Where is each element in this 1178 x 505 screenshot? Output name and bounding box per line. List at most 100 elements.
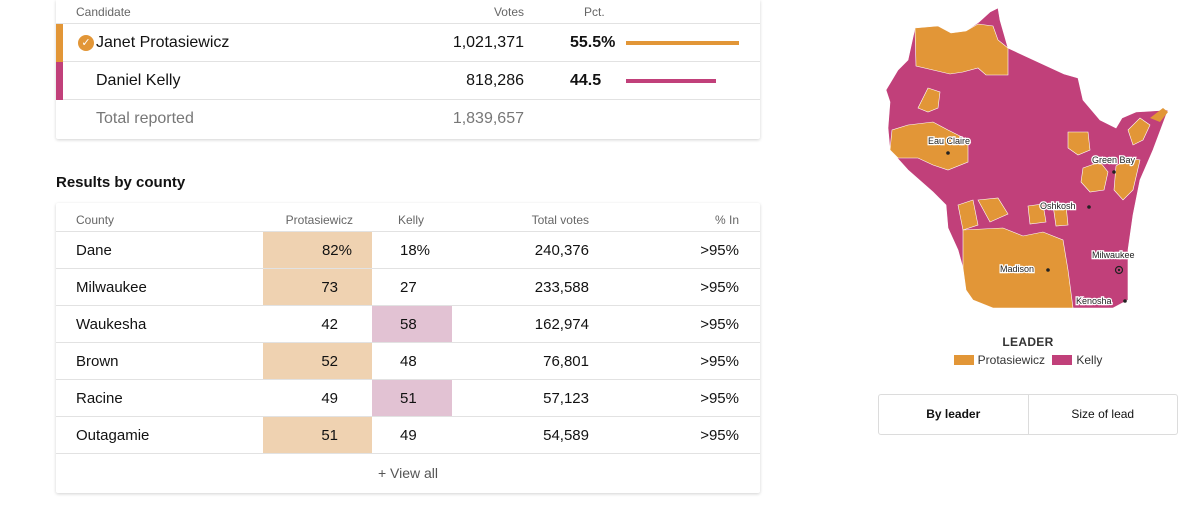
county-region: [957, 199, 979, 231]
map-view-toggle: By leader Size of lead: [878, 394, 1178, 435]
city-green-bay: Green Bay: [1091, 154, 1137, 174]
city-dot: [1114, 265, 1124, 275]
candidate-color-stripe: [56, 24, 63, 62]
checkmark-circle-icon: ✓: [78, 35, 94, 51]
city-madison: Madison: [999, 263, 1050, 275]
city-dot: [1117, 268, 1121, 272]
map-legend: Protasiewicz Kelly: [878, 353, 1178, 367]
kelly-cell-bg: [372, 306, 452, 342]
total-label: Total reported: [96, 110, 194, 127]
county-total-votes: 76,801: [543, 353, 589, 370]
county-name: Brown: [76, 353, 119, 370]
county-total-votes: 54,589: [543, 427, 589, 444]
county-pct-in: >95%: [700, 316, 739, 333]
city-dot: [1087, 205, 1091, 209]
candidate-share-bar: [626, 41, 739, 45]
table-row: Racine 49 51 57,123 >95%: [56, 380, 760, 417]
legend-swatch: [1052, 355, 1073, 365]
county-name: Racine: [76, 390, 123, 407]
county-name: Dane: [76, 242, 112, 259]
city-eau-claire: Eau Claire: [927, 135, 971, 155]
county-region: [977, 197, 1009, 223]
by-leader-button[interactable]: By leader: [926, 407, 981, 421]
county-region: [1113, 157, 1141, 201]
kelly-pct: 18%: [400, 242, 431, 259]
protasiewicz-cell-bg: [263, 269, 372, 305]
city-dot: [1112, 170, 1116, 174]
protasiewicz-pct: 82%: [321, 242, 352, 259]
county-region: [1067, 131, 1091, 156]
legend-swatch: [953, 355, 974, 365]
county-pct-in: >95%: [700, 242, 739, 259]
candidate-results-table: Candidate Votes Pct. ✓ Janet Protasiewic…: [56, 0, 760, 139]
candidate-votes: 1,021,371: [452, 34, 524, 51]
total-votes-column-header: Total votes: [531, 213, 589, 227]
city-markers: Eau Claire Green Bay Oshkosh Madison Mil…: [927, 135, 1137, 308]
county-total-votes: 57,123: [543, 390, 589, 407]
total-reported-row: Total reported 1,839,657: [56, 100, 760, 138]
protasiewicz-counties: [889, 23, 1151, 309]
city-label: Eau Claire: [928, 136, 970, 146]
kelly-cell-bg: [372, 380, 452, 416]
total-votes: 1,839,657: [452, 110, 524, 127]
city-label: Green Bay: [1092, 155, 1136, 165]
city-kenosha: Kenosha: [1075, 295, 1127, 307]
city-dot: [946, 151, 950, 155]
county-region: [1080, 161, 1109, 193]
county-total-votes: 162,974: [534, 316, 589, 333]
county-column-header: County: [76, 213, 115, 227]
candidate-row-kelly: Daniel Kelly 818,286 44.5: [56, 62, 760, 100]
city-label: Milwaukee: [1092, 250, 1135, 260]
protasiewicz-pct: 73: [321, 279, 338, 296]
city-oshkosh: Oshkosh: [1039, 200, 1091, 212]
city-label: Oshkosh: [1040, 201, 1076, 211]
view-all-button[interactable]: + View all: [377, 465, 439, 481]
protasiewicz-pct: 51: [321, 427, 338, 444]
candidate-color-stripe: [56, 62, 63, 100]
state-shape: [885, 7, 1169, 309]
votes-column-header: Votes: [493, 5, 524, 19]
legend-item-protasiewicz: Protasiewicz: [953, 353, 1045, 367]
wisconsin-county-map: Eau Claire Green Bay Oshkosh Madison Mil…: [885, 7, 1169, 309]
kelly-pct: 48: [400, 353, 417, 370]
county-region: [962, 227, 1074, 309]
county-total-votes: 233,588: [534, 279, 589, 296]
table-row: Milwaukee 73 27 233,588 >95%: [56, 269, 760, 306]
county-pct-in: >95%: [700, 353, 739, 370]
protasiewicz-cell-bg: [263, 417, 372, 453]
candidate-votes: 818,286: [466, 72, 524, 89]
county-pct-in: >95%: [700, 390, 739, 407]
candidate-name: Daniel Kelly: [96, 72, 181, 89]
county-region: [889, 121, 969, 171]
kelly-pct: 27: [400, 279, 417, 296]
section-title: Results by county: [56, 174, 186, 191]
kelly-pct: 58: [400, 316, 417, 333]
protasiewicz-cell-bg: [263, 306, 372, 342]
county-name: Milwaukee: [76, 279, 147, 296]
kelly-pct: 51: [400, 390, 417, 407]
protasiewicz-pct: 49: [321, 390, 338, 407]
protasiewicz-column-header: Protasiewicz: [285, 213, 353, 227]
legend-label: Protasiewicz: [977, 353, 1045, 367]
county-results-table: County Protasiewicz Kelly Total votes % …: [56, 203, 760, 493]
county-region: [914, 23, 1009, 76]
protasiewicz-pct: 52: [321, 353, 338, 370]
protasiewicz-cell-bg: [263, 343, 372, 379]
pct-in-column-header: % In: [714, 213, 739, 227]
legend-label: Kelly: [1076, 353, 1103, 367]
county-name: Outagamie: [76, 427, 150, 444]
legend-title: LEADER: [1002, 335, 1054, 349]
pct-column-header: Pct.: [584, 5, 605, 19]
protasiewicz-cell-bg: [263, 380, 372, 416]
county-region: [1127, 117, 1151, 146]
peninsula: [1150, 108, 1168, 122]
candidate-column-header: Candidate: [76, 5, 131, 19]
toggle-divider: [1027, 395, 1029, 434]
table-row: Brown 52 48 76,801 >95%: [56, 343, 760, 380]
table-row: Waukesha 42 58 162,974 >95%: [56, 306, 760, 343]
protasiewicz-cell-bg: [263, 232, 372, 268]
size-of-lead-button[interactable]: Size of lead: [1071, 407, 1135, 421]
table-row: Outagamie 51 49 54,589 >95%: [56, 417, 760, 454]
county-total-votes: 240,376: [534, 242, 589, 259]
county-region: [1052, 204, 1069, 227]
